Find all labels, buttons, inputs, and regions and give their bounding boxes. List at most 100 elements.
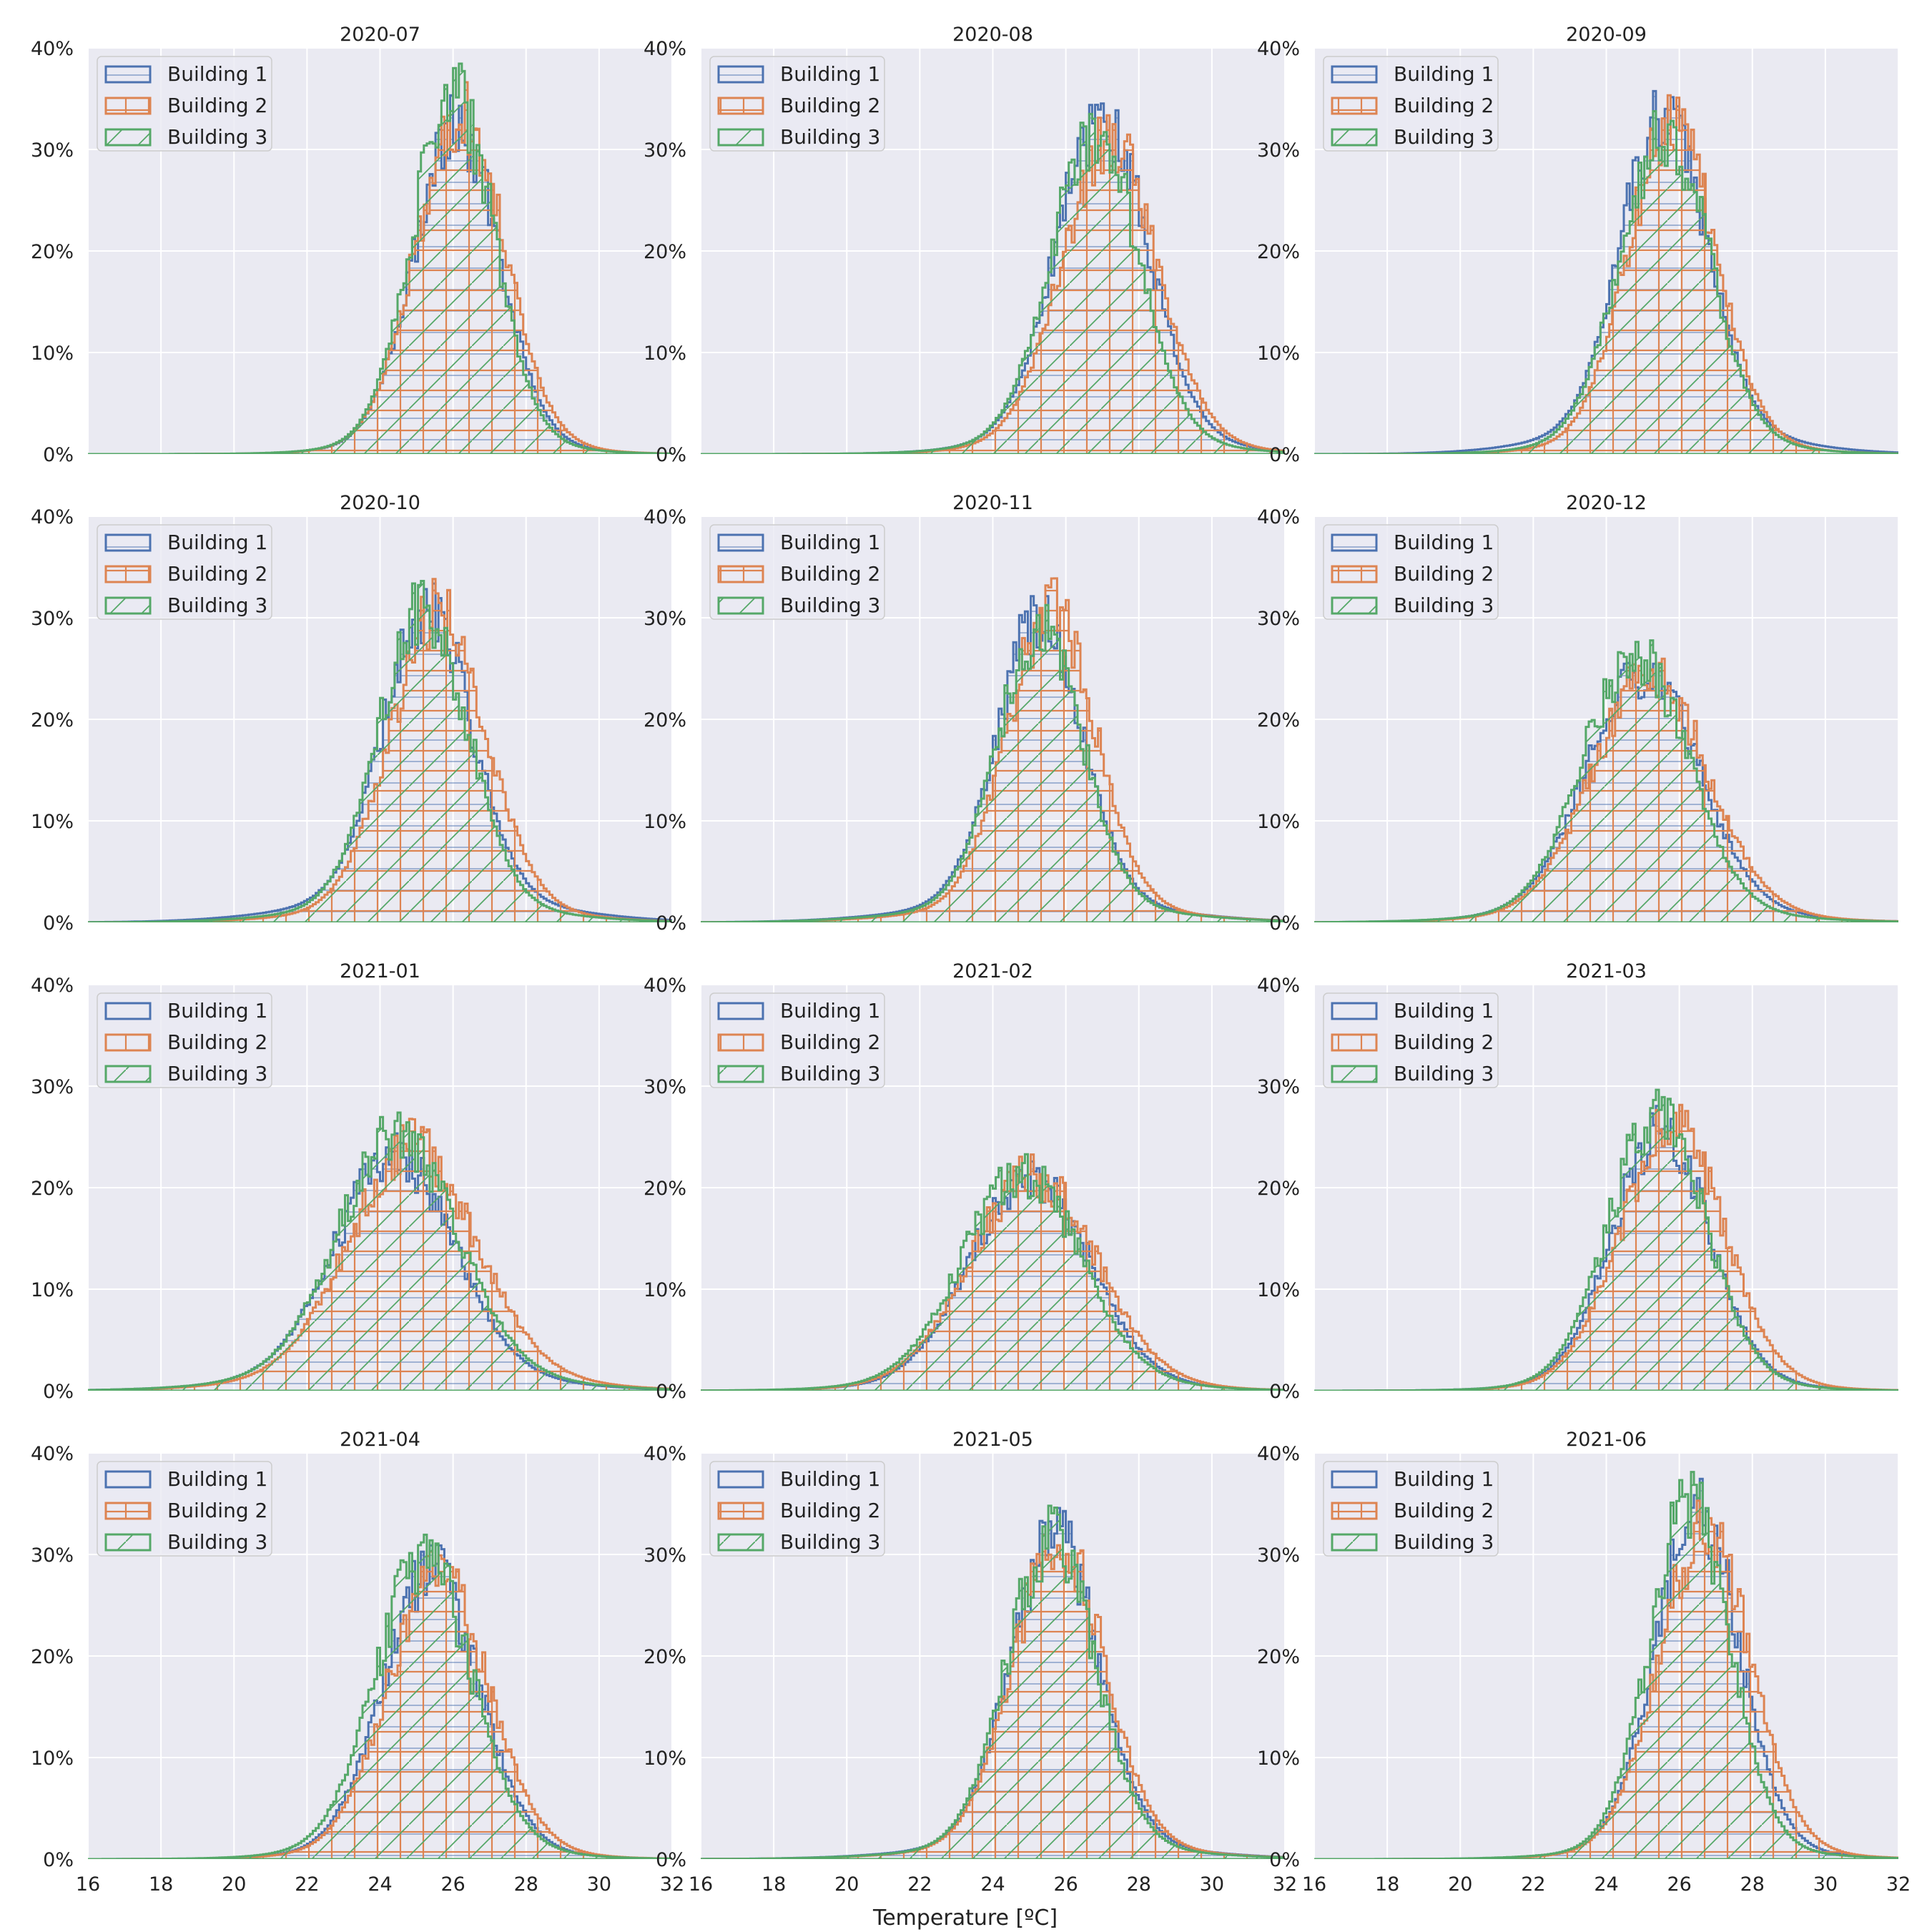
legend-swatch-building-1 [104,1002,152,1020]
legend: Building 1 Building 2 Building 3 [97,1461,272,1557]
legend-label: Building 3 [1394,125,1494,149]
y-tick-label: 10% [644,342,686,365]
legend-swatch-building-3 [1331,128,1378,147]
legend-swatch-building-3 [717,596,764,615]
subplot-title: 2021-03 [1566,960,1647,982]
legend: Building 1 Building 2 Building 3 [1323,1461,1499,1557]
subplot-2020-09: 2020-090%10%20%30%40%Building 1Building … [1257,24,1899,466]
histogram-building-3 [88,1111,672,1391]
y-tick-label: 10% [644,1279,686,1301]
y-tick-label: 30% [1257,1544,1300,1567]
legend-label: Building 1 [1394,1467,1494,1491]
legend-label: Building 3 [167,1530,267,1554]
x-tick-label: 24 [980,1873,1005,1896]
x-tick-label: 24 [1594,1873,1618,1896]
legend-swatch-building-1 [1331,533,1378,552]
legend-label: Building 1 [1394,531,1494,554]
legend-label: Building 3 [780,1062,880,1085]
y-tick-label: 10% [1257,811,1300,833]
legend-swatch-building-3 [104,596,152,615]
legend-swatch-building-3 [717,128,764,147]
legend-swatch-building-2 [717,1033,764,1052]
subplot-2021-05: 2021-05 0% 10% 20% 30% 40% 16 18 20 22 24 26 28 30 32 B… [644,1429,1297,1896]
legend-swatch-building-2 [104,1502,152,1520]
legend-label: Building 2 [1394,1030,1494,1054]
x-tick-label: 26 [1667,1873,1691,1896]
histogram-series-group [88,1533,672,1859]
legend-label: Building 3 [1394,593,1494,617]
legend-swatch-building-1 [1331,1470,1378,1489]
y-tick-label: 30% [31,1544,74,1567]
y-tick-label: 0% [656,912,686,935]
y-tick-label: 20% [31,1178,74,1200]
legend: Building 1 Building 2 Building 3 [1323,992,1499,1088]
x-tick-label: 32 [1273,1873,1297,1896]
histogram-building-3 [701,1153,1285,1391]
subplot-2020-11: 2020-110%10%20%30%40%Building 1Building … [644,492,1286,935]
subplot-title: 2020-08 [952,24,1033,46]
y-tick-label: 10% [1257,1279,1300,1301]
subplot-title: 2020-11 [952,492,1033,514]
y-tick-label: 20% [1257,1178,1300,1200]
subplot-title: 2020-12 [1566,492,1647,514]
histogram-building-3 [1314,1088,1898,1391]
legend-label: Building 3 [780,125,880,149]
y-tick-label: 0% [656,1381,686,1403]
subplot-grid: 2020-070%10%20%30%40%Building 1Building … [31,24,1911,1896]
y-tick-label: 20% [644,241,686,263]
x-tick-label: 20 [1448,1873,1472,1896]
y-tick-label: 0% [1269,444,1300,466]
legend-swatch-building-1 [717,1002,764,1020]
x-tick-label: 22 [907,1873,932,1896]
y-tick-label: 10% [644,1748,686,1770]
subplot-2021-01: 2021-010%10%20%30%40%Building 1Building … [31,960,673,1403]
legend: Building 1 Building 2 Building 3 [709,56,885,152]
legend-swatch-building-2 [1331,97,1378,115]
legend-swatch-building-1 [717,65,764,84]
subplot-title: 2021-05 [952,1429,1033,1451]
y-tick-label: 40% [31,975,74,997]
subplot-title: 2020-07 [340,24,420,46]
x-axis-label: Temperature [ºC] [872,1906,1058,1931]
legend-label: Building 1 [1394,62,1494,86]
legend: Building 1 Building 2 Building 3 [97,524,272,620]
y-tick-label: 40% [1257,38,1300,60]
legend-swatch-building-3 [1331,1065,1378,1083]
legend-label: Building 1 [1394,999,1494,1022]
legend-label: Building 1 [780,1467,880,1491]
x-tick-label: 28 [1127,1873,1151,1896]
histogram-building-3 [1314,110,1898,454]
histogram-series-group [1314,1471,1898,1859]
subplot-2020-12: 2020-120%10%20%30%40%Building 1Building … [1257,492,1899,935]
legend-label: Building 1 [167,62,267,86]
y-tick-label: 30% [31,608,74,630]
y-tick-label: 20% [644,1178,686,1200]
legend-swatch-building-1 [104,65,152,84]
legend: Building 1 Building 2 Building 3 [97,56,272,152]
x-tick-label: 32 [660,1873,684,1896]
legend-swatch-building-2 [717,1502,764,1520]
legend-label: Building 1 [167,531,267,554]
legend-label: Building 2 [780,1030,880,1054]
x-tick-label: 16 [1302,1873,1326,1896]
x-tick-label: 30 [1200,1873,1224,1896]
x-tick-label: 24 [368,1873,392,1896]
subplot-title: 2020-10 [340,492,420,514]
y-tick-label: 20% [644,709,686,731]
x-tick-label: 22 [295,1873,319,1896]
legend-swatch-building-1 [104,1470,152,1489]
histogram-series-group [1314,89,1898,454]
legend-label: Building 3 [167,593,267,617]
y-tick-label: 20% [31,1646,74,1668]
x-tick-label: 30 [587,1873,611,1896]
histogram-building-3 [1314,1471,1898,1859]
histogram-series-group [1314,639,1898,922]
subplot-title: 2021-01 [340,960,420,982]
subplot-title: 2020-09 [1566,24,1647,46]
y-tick-label: 30% [1257,608,1300,630]
subplot-2021-06: 2021-06 0% 10% 20% 30% 40% 16 18 20 22 24 26 28 30 32 B… [1257,1429,1911,1896]
y-tick-label: 0% [1269,1381,1300,1403]
subplot-2020-08: 2020-080%10%20%30%40%Building 1Building … [644,24,1286,466]
x-tick-label: 22 [1521,1873,1545,1896]
